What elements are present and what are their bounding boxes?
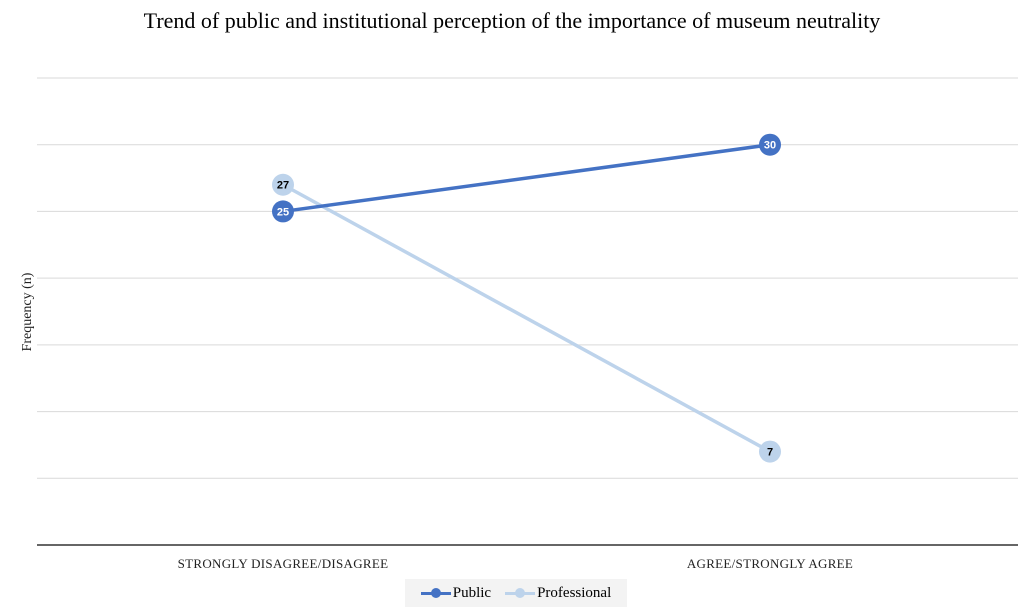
legend-swatch-public	[420, 587, 451, 598]
legend-swatch-professional	[505, 587, 536, 598]
data-label: 7	[767, 447, 773, 459]
data-point-public	[272, 200, 294, 223]
data-label: 25	[277, 206, 289, 218]
chart-title: Trend of public and institutional percep…	[143, 8, 881, 33]
legend-item-public: Public	[420, 584, 492, 602]
data-point-public	[759, 133, 781, 156]
legend: Public Professional	[405, 579, 627, 607]
legend-label-professional: Professional	[537, 584, 612, 601]
series-line-professional	[282, 183, 771, 454]
data-point-professional	[759, 440, 781, 463]
data-point-professional	[272, 173, 294, 196]
x-tick-label: STRONGLY DISAGREE/DISAGREE	[178, 556, 389, 571]
legend-item-professional: Professional	[505, 585, 611, 602]
series-line-public	[282, 142, 771, 214]
legend-label-public: Public	[452, 584, 492, 601]
data-label: 30	[764, 140, 776, 152]
data-label: 27	[277, 180, 289, 192]
x-tick-label: AGREE/STRONGLY AGREE	[687, 556, 853, 571]
